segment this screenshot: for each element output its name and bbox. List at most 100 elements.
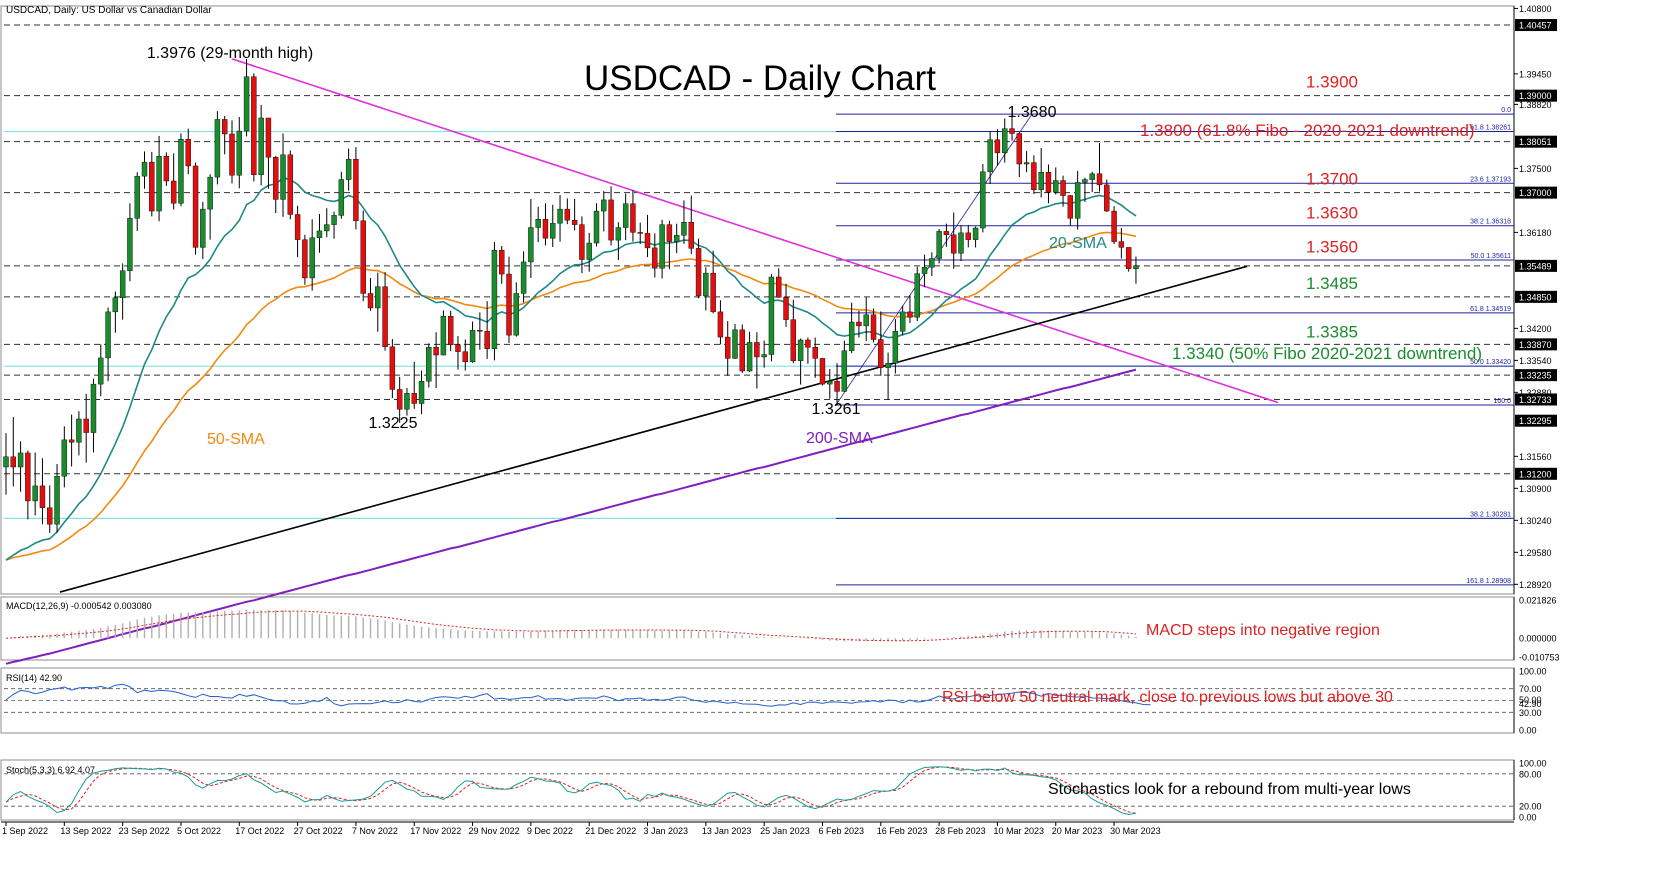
rsi-annotation: RSI below 50 neutral mark, close to prev… <box>942 689 1393 706</box>
candle-body <box>797 339 804 362</box>
candle-body <box>958 232 964 254</box>
macd-axis-label: 0.021826 <box>1519 596 1557 606</box>
stochastic-label: Stoch(5,3,3) 6.92 4.07 <box>6 765 95 775</box>
price-axis-box <box>1515 369 1557 382</box>
candle <box>418 370 425 415</box>
price-annotation: 1.3680 <box>1008 104 1057 121</box>
price-annotation: 1.3261 <box>812 401 861 418</box>
candle-body <box>790 319 797 362</box>
candle <box>659 219 665 279</box>
candle-body <box>170 180 177 204</box>
ascending-trendline <box>59 265 1248 593</box>
candle-body <box>236 130 242 176</box>
candle-body <box>1023 162 1030 165</box>
candle <box>644 214 651 258</box>
candle <box>1096 143 1103 192</box>
candle <box>375 272 381 332</box>
sma200-line <box>5 368 1137 665</box>
price-axis-label: 1.35489 <box>1519 261 1552 271</box>
candle <box>477 312 483 350</box>
candle <box>149 151 155 217</box>
candle-body <box>10 456 16 468</box>
candle <box>1067 195 1074 226</box>
candle-body <box>943 231 950 236</box>
candle-body <box>39 485 46 508</box>
date-axis-label: 30 Mar 2023 <box>1110 826 1161 836</box>
candle <box>447 310 454 352</box>
candle <box>1031 155 1037 195</box>
candle-body <box>564 208 571 221</box>
candle <box>899 305 906 336</box>
candle-body <box>1045 172 1052 193</box>
candle-body <box>265 117 272 158</box>
fib-retracement-label: 50.0 1.33420 <box>1470 359 1511 366</box>
price-axis-label: 1.30240 <box>1519 516 1552 526</box>
candle <box>17 441 24 492</box>
candle-body <box>805 339 811 348</box>
macd-axis-label: 0.000000 <box>1519 634 1557 644</box>
candle <box>914 266 920 322</box>
candle-body <box>666 224 673 242</box>
candle <box>287 150 294 220</box>
price-axis-box <box>1515 89 1557 102</box>
candle-body <box>367 293 374 309</box>
candle <box>1045 164 1052 204</box>
candle <box>105 307 111 382</box>
price-axis-label: 1.33540 <box>1519 356 1552 366</box>
candle <box>1082 177 1088 202</box>
candle-body <box>870 314 877 340</box>
candle-body <box>725 336 731 359</box>
candle-body <box>1053 180 1059 193</box>
candle-body <box>375 286 381 309</box>
candle <box>76 411 82 456</box>
candle <box>856 310 862 338</box>
candle <box>703 267 709 311</box>
candle-body <box>455 344 461 352</box>
candle <box>273 155 279 213</box>
candle-body <box>506 273 512 336</box>
candle-body <box>841 350 848 392</box>
price-axis-box <box>1515 467 1557 480</box>
candle <box>776 268 782 298</box>
price-axis-label: 1.33870 <box>1519 340 1552 350</box>
date-axis-label: 5 Oct 2022 <box>177 826 221 836</box>
candle-body <box>345 158 352 180</box>
candle <box>127 203 133 282</box>
candle <box>848 302 855 354</box>
level-annotation: 1.3630 <box>1306 204 1358 223</box>
candle-body <box>287 154 294 215</box>
candle-body <box>178 139 184 204</box>
candle <box>302 234 308 285</box>
candle-body <box>717 311 724 338</box>
candle-body <box>535 219 541 228</box>
candle-body <box>885 363 891 368</box>
candle <box>251 73 257 182</box>
price-axis-label: 1.40457 <box>1519 21 1552 31</box>
candle-body <box>863 314 869 327</box>
price-annotation: 1.3225 <box>369 415 418 432</box>
symbol-header: USDCAD, Daily: US Dollar vs Canadian Dol… <box>6 5 212 16</box>
candle <box>3 433 9 495</box>
candle-body <box>907 311 913 318</box>
candle-body <box>83 418 89 433</box>
candle <box>499 245 505 284</box>
candle <box>710 250 716 314</box>
level-annotation: 1.3800 (61.8% Fibo - 2020-2021 downtrend… <box>1140 121 1475 140</box>
candle-body <box>921 267 928 274</box>
candle <box>1089 171 1095 193</box>
candle-body <box>746 342 753 372</box>
rsi-axis-label: 70.00 <box>1519 684 1542 694</box>
candle <box>695 238 702 299</box>
candle <box>550 204 556 247</box>
candle <box>265 117 272 189</box>
candle-body <box>112 297 119 313</box>
date-axis-label: 29 Nov 2022 <box>469 826 520 836</box>
candle-body <box>1074 182 1081 219</box>
candle <box>433 332 439 388</box>
candle-body <box>615 227 622 241</box>
candle <box>141 151 148 189</box>
level-annotation: 1.3900 <box>1306 73 1358 92</box>
candle <box>783 283 789 327</box>
level-annotation: 1.3700 <box>1306 170 1358 189</box>
candle <box>243 58 250 137</box>
